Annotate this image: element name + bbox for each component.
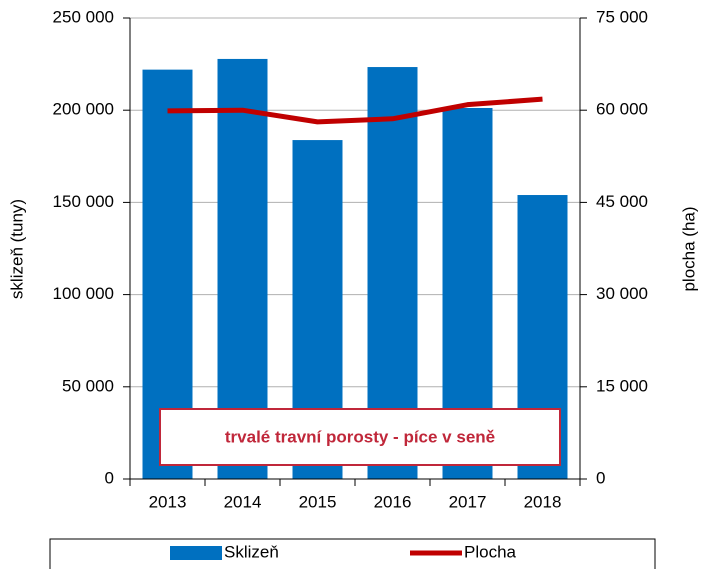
x-tick-label: 2016 xyxy=(374,492,412,511)
x-tick-label: 2014 xyxy=(224,492,262,511)
x-tick-label: 2013 xyxy=(149,492,187,511)
y-tick-label: 150 000 xyxy=(53,192,114,211)
y2-tick-label: 60 000 xyxy=(596,100,648,119)
y-axis-label: sklizeň (tuny) xyxy=(7,199,26,299)
line xyxy=(167,96,543,125)
y-tick-label: 50 000 xyxy=(62,376,114,395)
annotation-box xyxy=(159,408,561,466)
y-tick-label: 100 000 xyxy=(53,284,114,303)
y-tick-label: 0 xyxy=(105,468,114,487)
y2-tick-label: 45 000 xyxy=(596,192,648,211)
y2-tick-label: 0 xyxy=(596,468,605,487)
y2-axis-label: plocha (ha) xyxy=(679,206,698,291)
x-tick-label: 2018 xyxy=(524,492,562,511)
legend-label: Sklizeň xyxy=(224,542,279,561)
annotation: trvalé travní porosty - píce v seně xyxy=(225,427,495,446)
x-tick-label: 2017 xyxy=(449,492,487,511)
y2-tick-label: 30 000 xyxy=(596,284,648,303)
y-tick-label: 250 000 xyxy=(53,7,114,26)
y2-tick-label: 75 000 xyxy=(596,7,648,26)
x-tick-label: 2015 xyxy=(299,492,337,511)
legend-label: Plocha xyxy=(464,542,517,561)
legend-swatch xyxy=(170,546,222,560)
y2-tick-label: 15 000 xyxy=(596,376,648,395)
y-tick-label: 200 000 xyxy=(53,100,114,119)
legend-box xyxy=(49,538,656,569)
